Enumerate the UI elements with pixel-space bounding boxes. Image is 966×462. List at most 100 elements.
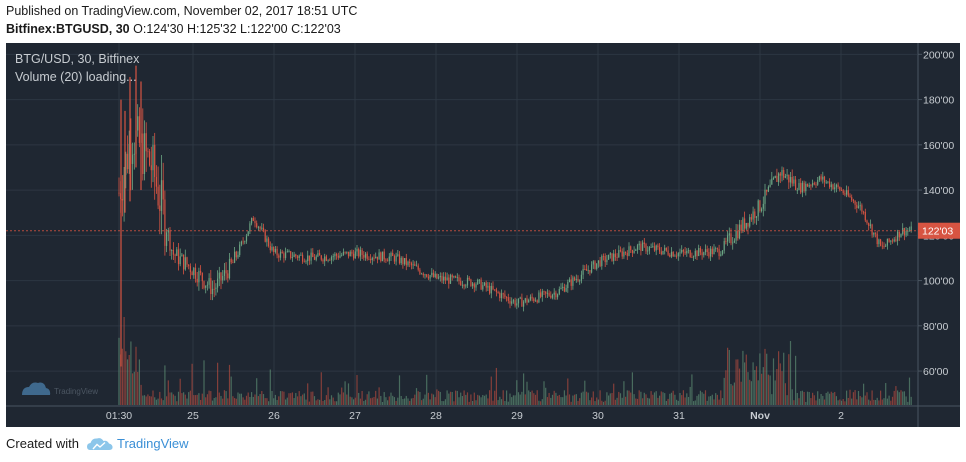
candle-body [745, 222, 747, 229]
volume-bar [677, 400, 679, 405]
volume-bar [630, 392, 632, 405]
volume-bar [183, 392, 185, 405]
candle-body [891, 240, 894, 242]
price-chart[interactable]: 200'00180'00160'00140'00120'00100'0080'0… [6, 43, 960, 427]
y-tick-label: 100'00 [923, 276, 954, 288]
candle-body [817, 180, 819, 185]
candle-body [880, 239, 882, 246]
candle-body [735, 230, 737, 241]
candle-body [908, 230, 911, 232]
volume-bar [750, 381, 752, 405]
candle-body [643, 242, 645, 245]
candle-body [558, 289, 560, 295]
volume-bar [670, 392, 673, 405]
candle-body [448, 277, 450, 284]
volume-bar [589, 400, 591, 405]
volume-bar [905, 396, 907, 405]
volume-bar [363, 401, 365, 405]
candle-body [715, 248, 717, 250]
candle-body [868, 223, 870, 226]
volume-bar [502, 390, 504, 405]
volume-bar [448, 393, 450, 405]
candle-body [759, 200, 761, 211]
tradingview-link[interactable]: TradingView [116, 436, 189, 451]
candle-body [852, 200, 854, 202]
volume-bar [286, 397, 288, 405]
candle-body [783, 170, 785, 178]
candle-body [383, 251, 385, 260]
candle-body [475, 284, 477, 288]
volume-bar [290, 393, 292, 405]
volume-bar [291, 392, 293, 405]
candle-body [432, 272, 435, 278]
volume-bar [784, 383, 786, 405]
volume-bar [781, 371, 783, 405]
volume-bar [829, 393, 831, 405]
candle-body [200, 270, 202, 273]
volume-bar [890, 400, 892, 405]
volume-bar [259, 394, 261, 405]
candle-body [815, 184, 817, 186]
volume-bar [118, 337, 120, 405]
volume-bar [128, 354, 130, 405]
candle-body [388, 256, 390, 262]
volume-bar [385, 397, 387, 405]
candle-body [438, 277, 440, 279]
x-tick-label: 01:30 [106, 410, 132, 422]
volume-bar [371, 397, 373, 405]
volume-bar [866, 392, 868, 405]
volume-bar [424, 394, 426, 405]
candle-body [356, 248, 358, 252]
volume-bar [796, 393, 798, 405]
volume-bar [308, 401, 310, 405]
volume-bar [772, 358, 775, 405]
volume-bar [176, 401, 178, 405]
volume-bar [679, 392, 681, 405]
volume-bar [157, 398, 159, 405]
volume-bar [205, 397, 207, 405]
volume-bar [727, 347, 729, 405]
candle-body [325, 256, 327, 261]
candle-body [336, 253, 338, 256]
candle-body [801, 182, 803, 193]
axes: 200'00180'00160'00140'00120'00100'0080'0… [6, 49, 960, 422]
volume-bar [383, 392, 385, 405]
candle-body [262, 227, 265, 231]
candle-body [395, 255, 397, 262]
candle-body [138, 116, 140, 143]
volume-bar [642, 398, 644, 405]
volume-bar [735, 359, 737, 405]
volume-bar [640, 391, 642, 405]
volume-bar [166, 396, 168, 405]
volume-bar [196, 394, 198, 405]
candle-body [130, 143, 132, 164]
volume-bar [820, 393, 822, 405]
volume-bar [434, 397, 436, 405]
candle-body [761, 208, 763, 211]
y-tick-label: 80'00 [923, 321, 949, 333]
volume-bar [402, 399, 404, 405]
volume-bar [422, 398, 424, 405]
candle-body [823, 176, 826, 183]
volume-bar [555, 392, 557, 405]
candle-body [410, 263, 412, 266]
candle-body [798, 183, 800, 190]
volume-bar [638, 390, 640, 405]
volume-bar [674, 394, 676, 405]
volume-bar [910, 396, 912, 405]
volume-bar [264, 398, 266, 405]
volume-bar [759, 353, 761, 405]
volume-bar [414, 394, 416, 405]
candle-body [237, 255, 239, 258]
svg-text:TradingView: TradingView [54, 387, 98, 396]
volume-bar [366, 394, 368, 405]
volume-bar [898, 392, 900, 405]
volume-bar [769, 375, 771, 405]
volume-bar [242, 397, 244, 405]
volume-bar [478, 395, 480, 405]
candle-body [543, 291, 545, 293]
volume-bar [319, 399, 321, 405]
candle-body [470, 279, 472, 286]
candle-body [834, 187, 836, 190]
volume-bar [296, 396, 299, 405]
